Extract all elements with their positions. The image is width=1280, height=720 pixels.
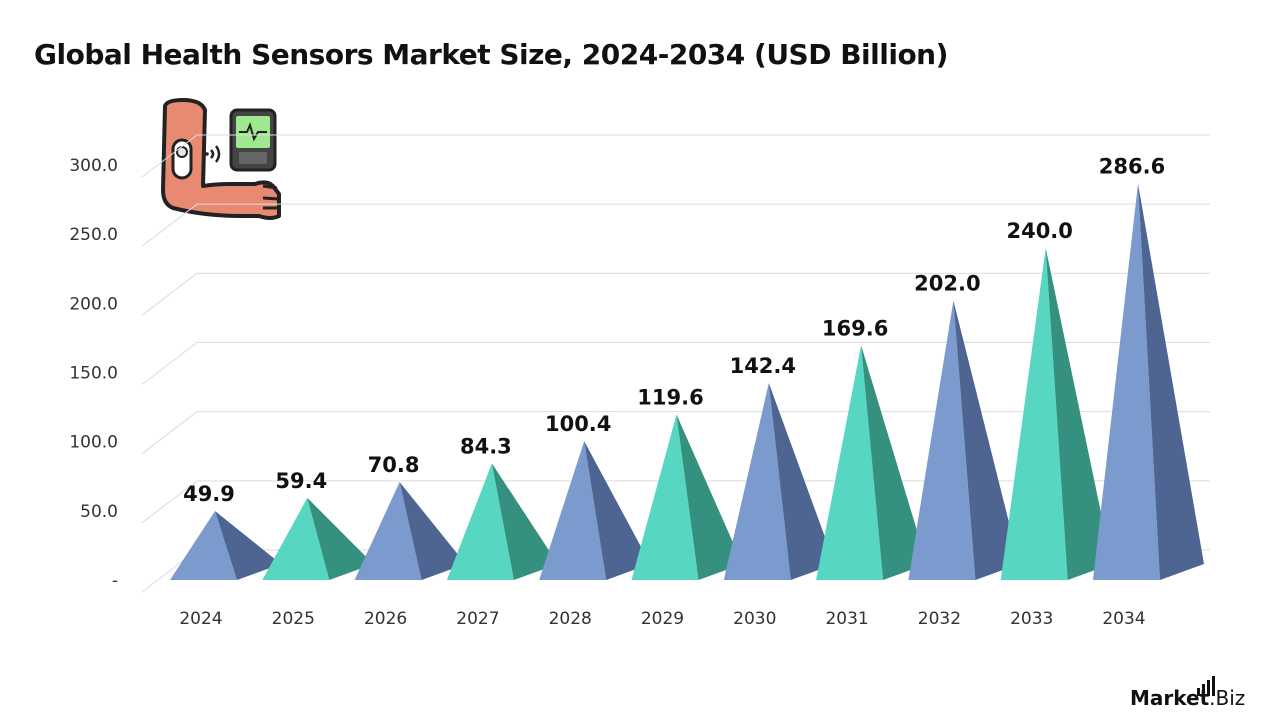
marketbiz-logo: Market .Biz [1130,676,1245,710]
arm-sensor-smartphone-icon [155,98,285,224]
bar-front [539,441,607,580]
bar-value-label: 142.4 [730,354,796,378]
y-tick-label: - [112,571,118,591]
bar-side [491,463,558,580]
bar-side [1138,183,1204,580]
bar-front [170,510,237,580]
gridline-diagonal [141,480,198,524]
x-tick-label: 2027 [456,609,499,629]
bar-value-label: 202.0 [914,272,980,296]
bar-side [861,345,928,580]
bar-front [816,345,884,580]
bar-value-label: 59.4 [275,469,327,493]
bar-side [399,482,466,580]
gridline-diagonal [141,272,198,316]
x-tick-label: 2031 [825,609,868,629]
y-tick-label: 200.0 [69,294,118,314]
bar-value-label: 100.4 [545,412,611,436]
x-tick-label: 2033 [1010,609,1053,629]
bar-value-label: 84.3 [460,434,512,458]
bar-value-label: 286.6 [1099,155,1165,179]
bars [170,183,1204,580]
y-tick-label: 100.0 [69,433,118,453]
value-labels: 49.9 59.4 70.8 84.3 100.4 119.6 142.4 169.6 202.… [183,155,1165,506]
bar-value-label: 49.9 [183,482,235,506]
gridline-diagonal [141,203,198,247]
bar-value-label: 240.0 [1006,219,1072,243]
bar-front [1093,183,1160,580]
bar-side [584,441,651,580]
chart-title: Global Health Sensors Market Size, 2024-… [34,38,948,71]
bar-front [354,482,422,580]
gridline-diagonal [141,134,198,178]
logo-text-light: .Biz [1209,686,1246,710]
bar-front [908,300,976,580]
bar-front [1000,248,1068,580]
x-axis-ticks: 2024 2025 2026 2027 2028 2029 2030 2031 2032 2033… [179,609,1145,629]
gridline-diagonal [141,411,198,455]
x-tick-label: 2025 [272,609,315,629]
x-tick-label: 2030 [733,609,776,629]
bar-side [953,300,1020,580]
bar-front [262,497,330,580]
bar-signal-icon [1197,676,1216,696]
x-tick-label: 2029 [641,609,684,629]
bar-side [1045,248,1112,580]
bar-value-label: 169.6 [822,316,888,340]
bar-side [768,383,835,580]
bar-side [307,497,374,580]
bar-front [631,414,699,580]
y-tick-label: 300.0 [69,156,118,176]
bar-front [723,383,791,580]
x-tick-label: 2028 [549,609,592,629]
bar-side [676,414,743,580]
y-tick-label: 50.0 [80,502,118,522]
bar-front [446,463,514,580]
bar-value-label: 70.8 [368,453,420,477]
x-tick-label: 2032 [918,609,961,629]
gridline-diagonal [141,342,198,385]
bar-value-label: 119.6 [637,386,703,410]
x-tick-label: 2026 [364,609,407,629]
bar-side [215,510,281,580]
logo-text-bold: Market [1130,686,1210,710]
x-tick-label: 2024 [179,609,222,629]
x-tick-label: 2034 [1102,609,1145,629]
y-axis-ticks: - 50.0 100.0 150.0 200.0 250.0 300.0 [69,156,118,591]
y-tick-label: 150.0 [69,364,118,384]
y-tick-label: 250.0 [69,225,118,245]
